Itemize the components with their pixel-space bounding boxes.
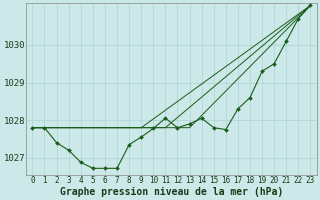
X-axis label: Graphe pression niveau de la mer (hPa): Graphe pression niveau de la mer (hPa) bbox=[60, 186, 283, 197]
